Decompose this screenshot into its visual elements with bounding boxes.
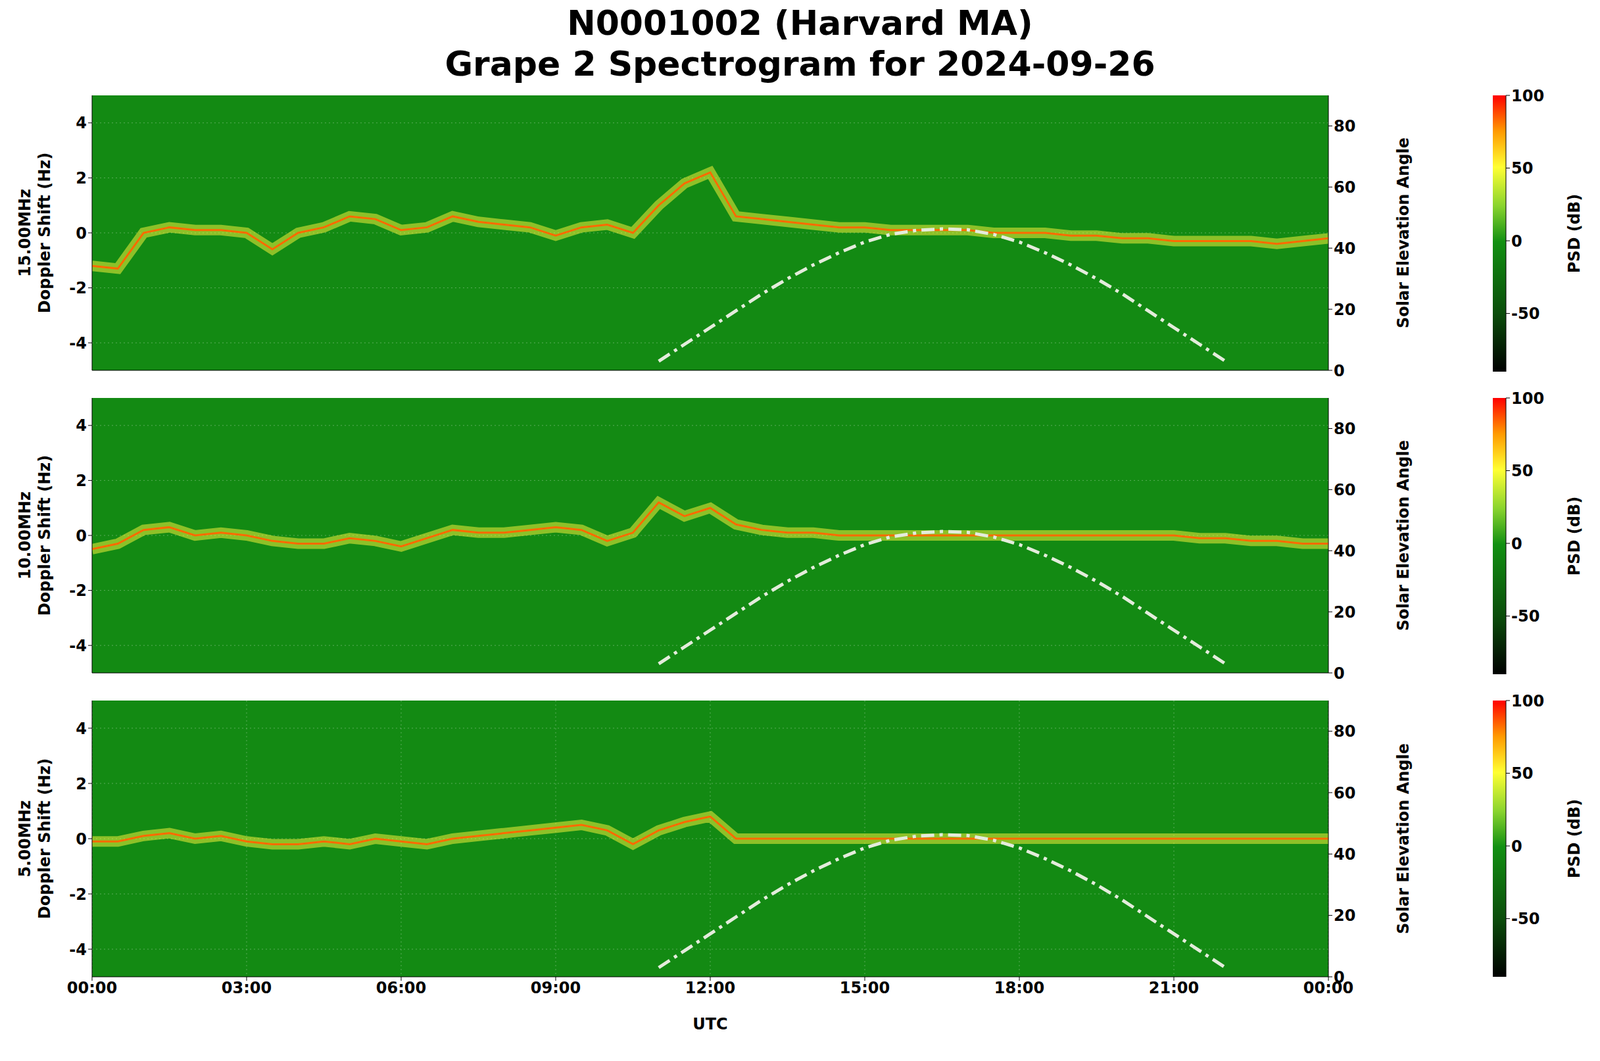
svg-text:80: 80 [1333,117,1356,136]
svg-text:03:00: 03:00 [221,978,272,997]
svg-text:40: 40 [1333,541,1356,561]
svg-text:Solar Elevation Angle: Solar Elevation Angle [1394,743,1413,934]
svg-text:0: 0 [1333,968,1345,987]
svg-text:100: 100 [1511,691,1545,711]
svg-text:18:00: 18:00 [994,978,1045,997]
svg-text:4: 4 [75,416,87,435]
svg-text:-4: -4 [69,334,87,353]
svg-text:0: 0 [75,224,87,243]
svg-text:00:00: 00:00 [67,978,118,997]
svg-text:0: 0 [1511,534,1523,554]
svg-text:50: 50 [1511,764,1533,783]
svg-text:0: 0 [1511,837,1523,856]
svg-text:21:00: 21:00 [1148,978,1199,997]
svg-text:-2: -2 [69,278,87,298]
svg-text:5.00MHzDoppler Shift (Hz): 5.00MHzDoppler Shift (Hz) [15,758,54,919]
svg-text:06:00: 06:00 [376,978,427,997]
svg-text:40: 40 [1333,239,1356,258]
svg-text:10.00MHzDoppler Shift (Hz): 10.00MHzDoppler Shift (Hz) [15,455,54,616]
svg-text:100: 100 [1511,86,1545,106]
svg-text:0: 0 [75,526,87,546]
svg-text:-2: -2 [69,885,87,904]
svg-text:PSD (dB): PSD (dB) [1565,193,1584,274]
svg-text:-2: -2 [69,581,87,600]
svg-text:20: 20 [1333,906,1356,925]
svg-text:2: 2 [75,774,87,794]
svg-text:0: 0 [1511,232,1523,251]
svg-text:60: 60 [1333,783,1356,803]
svg-text:20: 20 [1333,603,1356,622]
svg-text:-4: -4 [69,636,87,655]
html-text:Grape 2 Spectrogram for 2024-0: Grape 2 Spectrogram for 2024-09-26 [444,44,1156,84]
svg-text:40: 40 [1333,845,1356,864]
svg-text:50: 50 [1511,159,1533,178]
svg-text:09:00: 09:00 [530,978,581,997]
svg-text:Solar Elevation Angle: Solar Elevation Angle [1394,439,1413,631]
svg-text:PSD (dB): PSD (dB) [1565,496,1584,577]
svg-text:60: 60 [1333,480,1356,500]
svg-text:20: 20 [1333,300,1356,319]
svg-text:15.00MHzDoppler Shift (Hz): 15.00MHzDoppler Shift (Hz) [15,152,54,314]
svg-text:100: 100 [1511,389,1545,408]
svg-text:-50: -50 [1511,909,1540,928]
svg-text:UTC: UTC [692,1014,728,1034]
svg-text:2: 2 [75,471,87,490]
svg-text:12:00: 12:00 [685,978,736,997]
svg-text:4: 4 [75,719,87,738]
svg-text:0: 0 [1333,361,1345,381]
svg-text:Solar Elevation Angle: Solar Elevation Angle [1394,137,1413,329]
svg-text:60: 60 [1333,178,1356,197]
svg-text:2: 2 [75,169,87,188]
svg-text:PSD (dB): PSD (dB) [1565,799,1584,879]
svg-text:-50: -50 [1511,606,1540,626]
svg-text:50: 50 [1511,461,1533,481]
svg-text:0: 0 [75,829,87,849]
svg-text:4: 4 [75,113,87,133]
svg-text:80: 80 [1333,419,1356,438]
svg-text:00:00: 00:00 [1303,978,1354,997]
svg-text:80: 80 [1333,722,1356,741]
html-text:N0001002 (Harvard MA): N0001002 (Harvard MA) [567,3,1033,43]
svg-text:0: 0 [1333,664,1345,683]
svg-text:15:00: 15:00 [839,978,890,997]
svg-text:-50: -50 [1511,304,1540,323]
svg-text:-4: -4 [69,940,87,959]
